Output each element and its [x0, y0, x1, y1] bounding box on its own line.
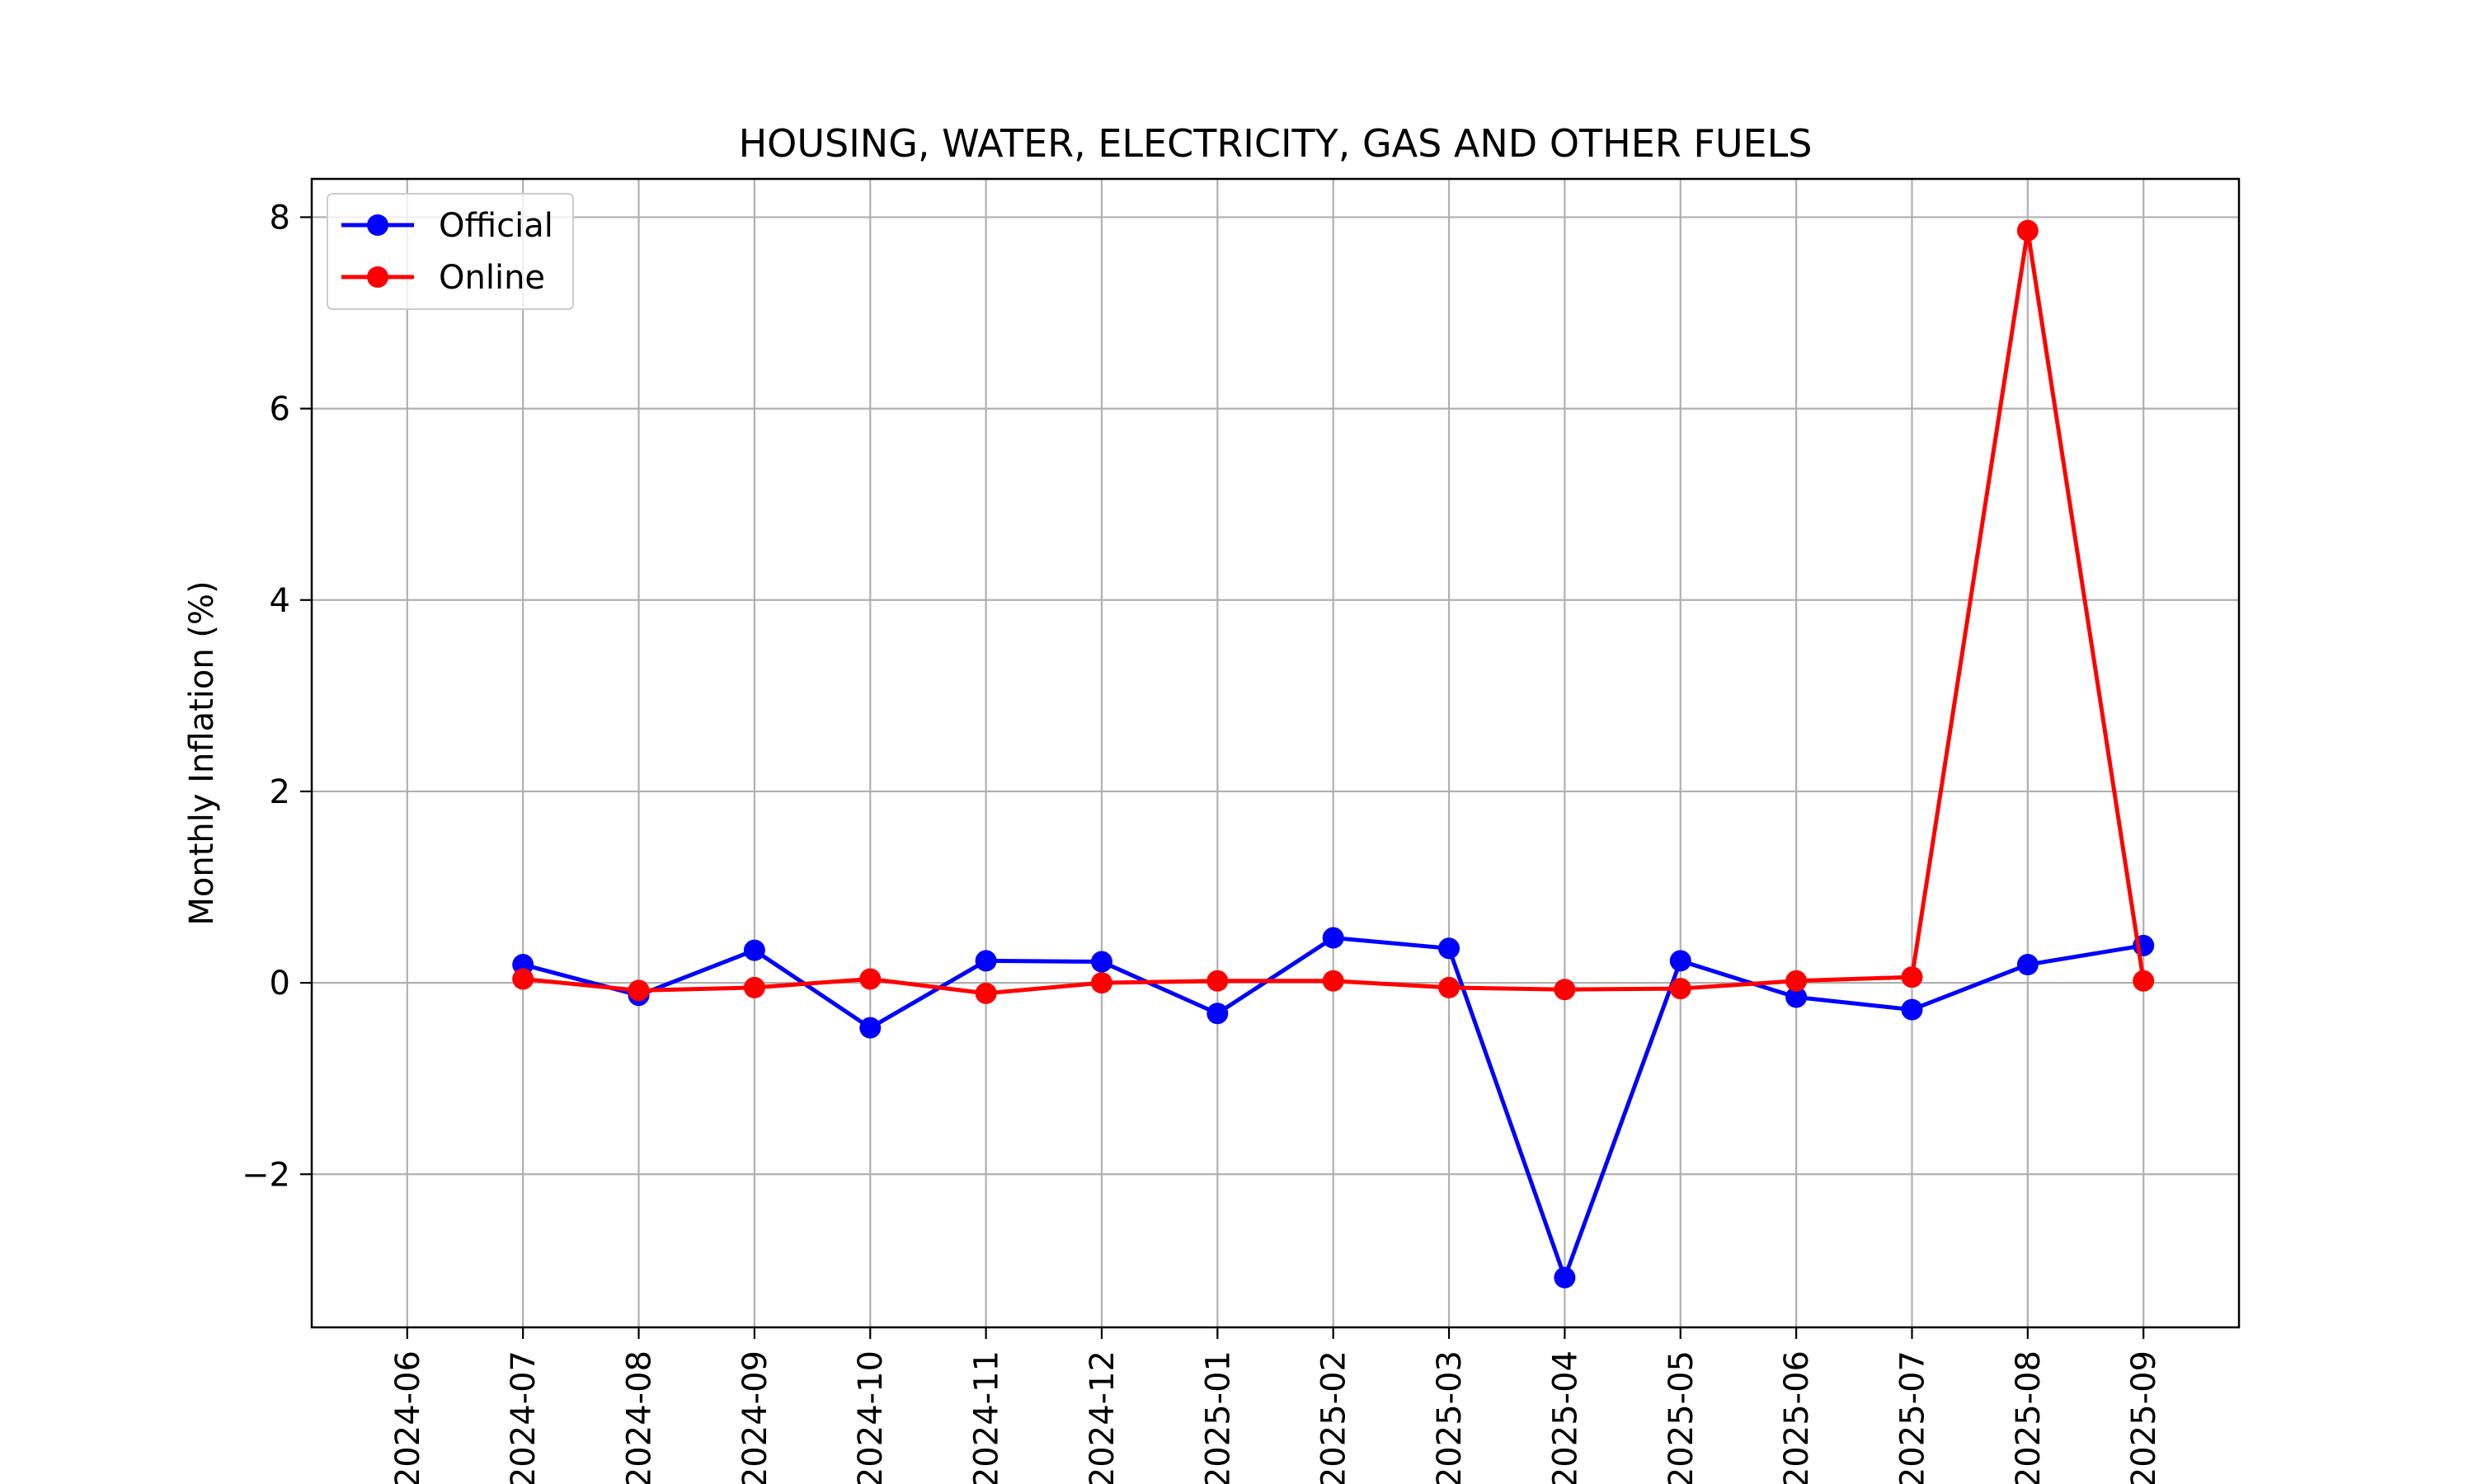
data-point	[743, 939, 765, 961]
data-point	[1090, 972, 1112, 994]
legend-item-online: Online	[341, 259, 545, 297]
data-point	[1901, 966, 1923, 989]
legend-item-official: Official	[341, 207, 553, 245]
data-point	[1554, 979, 1576, 1001]
data-point	[1785, 986, 1808, 1008]
data-point	[1901, 998, 1923, 1021]
x-tick-label: 2025-03	[1431, 1350, 1469, 1484]
data-point	[1322, 927, 1344, 949]
y-tick-label: 6	[270, 391, 290, 429]
legend-marker	[367, 214, 388, 236]
data-point	[1554, 1266, 1576, 1289]
plot-frame	[310, 177, 2241, 1329]
data-point	[1669, 950, 1691, 972]
data-point	[975, 950, 997, 972]
data-point	[1090, 951, 1112, 973]
chart-title: HOUSING, WATER, ELECTRICITY, GAS AND OTH…	[739, 121, 1813, 166]
axis-ticks: 2024-06 2024-07 2024-08 2024-09 2024-10 2024-…	[242, 199, 2163, 1484]
data-point	[1438, 937, 1460, 960]
grid-lines	[312, 179, 2239, 1327]
y-tick-label: 4	[270, 582, 290, 620]
x-tick-label: 2025-04	[1546, 1350, 1584, 1484]
data-point	[2133, 970, 2155, 992]
x-tick-label: 2025-06	[1778, 1350, 1816, 1484]
x-tick-label: 2024-12	[1084, 1350, 1122, 1484]
data-point	[1206, 970, 1229, 992]
x-tick-label: 2024-09	[736, 1350, 774, 1484]
series-layer	[512, 219, 2155, 1289]
y-tick-label: 0	[270, 965, 290, 1003]
data-point	[2016, 954, 2039, 976]
x-tick-label: 2025-08	[2010, 1350, 2048, 1484]
x-tick-label: 2025-07	[1893, 1350, 1931, 1484]
data-point	[859, 1017, 882, 1039]
data-point	[1438, 976, 1460, 998]
legend-label: Online	[439, 259, 545, 297]
x-tick-label: 2025-09	[2125, 1350, 2163, 1484]
y-tick-label: −2	[242, 1156, 290, 1194]
data-point	[1785, 970, 1808, 992]
x-tick-label: 2025-02	[1315, 1350, 1353, 1484]
x-tick-label: 2025-05	[1663, 1350, 1700, 1484]
legend-box	[327, 193, 574, 310]
series-online	[512, 219, 2155, 1004]
x-tick-label: 2024-10	[852, 1350, 890, 1484]
x-tick-label: 2024-06	[389, 1350, 427, 1484]
data-point	[2016, 219, 2039, 242]
data-point	[743, 976, 765, 998]
x-tick-label: 2024-11	[968, 1350, 1006, 1484]
data-point	[1669, 978, 1691, 1000]
y-axis-label: Monthly Inflation (%)	[183, 580, 221, 925]
legend-marker	[367, 266, 388, 288]
data-point	[1206, 1003, 1229, 1025]
x-tick-label: 2024-08	[621, 1350, 659, 1484]
data-point	[512, 968, 534, 990]
legend-label: Official	[439, 207, 553, 245]
legend: Official Online	[327, 193, 574, 310]
x-tick-label: 2024-07	[505, 1350, 543, 1484]
data-point	[1322, 970, 1344, 992]
data-point	[628, 979, 650, 1002]
y-tick-label: 8	[270, 199, 290, 237]
data-point	[975, 982, 997, 1004]
y-tick-label: 2	[270, 773, 290, 811]
data-point	[859, 968, 882, 990]
x-tick-label: 2025-01	[1199, 1350, 1237, 1484]
